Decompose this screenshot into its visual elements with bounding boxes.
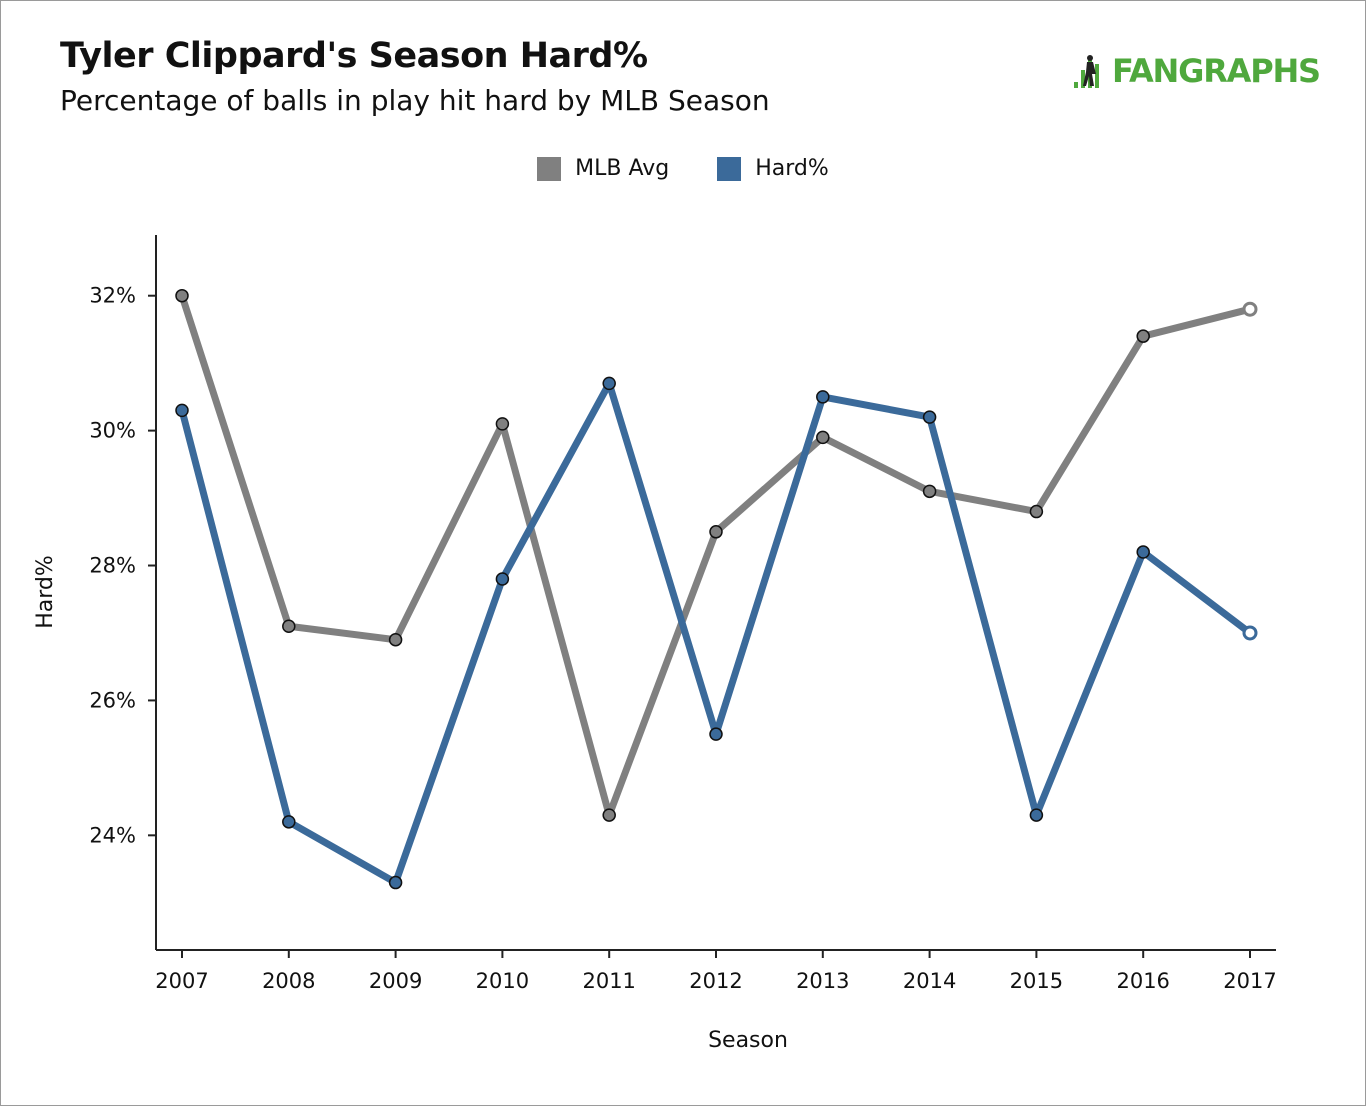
x-tick-label: 2007 [155,969,208,993]
data-point-hard [388,875,403,890]
x-tick-label: 2017 [1223,969,1276,993]
legend-swatch-mlb-avg [537,156,562,181]
x-tick-label: 2009 [369,969,422,993]
x-tick-label: 2013 [796,969,849,993]
data-point-hard [495,572,510,586]
data-point-hard [602,376,616,391]
fangraphs-logo-icon [1074,55,1099,88]
data-point-mlb-avg [709,525,723,539]
legend-swatch-hard [717,156,742,181]
data-point-hard [282,815,296,829]
legend-item-mlb-avg[interactable]: MLB Avg [537,156,669,181]
x-tick-label: 2008 [262,969,315,993]
y-axis-label: Hard% [33,555,58,629]
data-point-mlb-avg [175,288,189,303]
legend-label-mlb-avg: MLB Avg [575,156,670,181]
x-tick-label: 2011 [582,969,635,993]
data-point-hard [816,390,830,404]
legend-label-hard: Hard% [755,156,829,181]
data-point-mlb-avg [602,808,616,822]
fangraphs-logo-text: FANGRAPHS [1112,52,1321,90]
x-tick-label: 2016 [1116,969,1169,993]
data-point-hard [1136,545,1150,559]
y-tick-label: 26% [89,688,136,712]
y-tick-label: 28% [89,554,136,578]
data-point-hard [1242,625,1258,641]
data-point-hard [709,727,723,741]
x-axis-label: Season [708,1028,788,1053]
legend-item-hard[interactable]: Hard% [717,156,829,181]
fangraphs-logo: FANGRAPHS [1072,52,1322,92]
data-point-mlb-avg [1136,329,1150,343]
y-tick-label: 30% [89,419,136,443]
x-tick-label: 2014 [903,969,956,993]
x-tick-label: 2015 [1010,969,1063,993]
data-point-mlb-avg [282,619,296,633]
data-point-mlb-avg [495,417,510,431]
chart-title: Tyler Clippard's Season Hard% [60,36,648,76]
y-tick-label: 32% [89,284,136,308]
data-point-mlb-avg [816,430,830,445]
data-point-mlb-avg [1029,504,1044,519]
y-tick-label: 24% [89,823,136,847]
x-tick-label: 2012 [689,969,742,993]
data-point-mlb-avg [1242,301,1258,317]
data-point-mlb-avg [922,484,937,499]
data-point-hard [175,403,189,418]
chart-subtitle: Percentage of balls in play hit hard by … [60,84,770,117]
data-point-hard [1029,808,1044,822]
x-tick-label: 2010 [476,969,529,993]
data-point-hard [922,410,937,424]
data-point-mlb-avg [388,632,403,647]
chart-legend: MLB Avg Hard% [0,156,1366,181]
